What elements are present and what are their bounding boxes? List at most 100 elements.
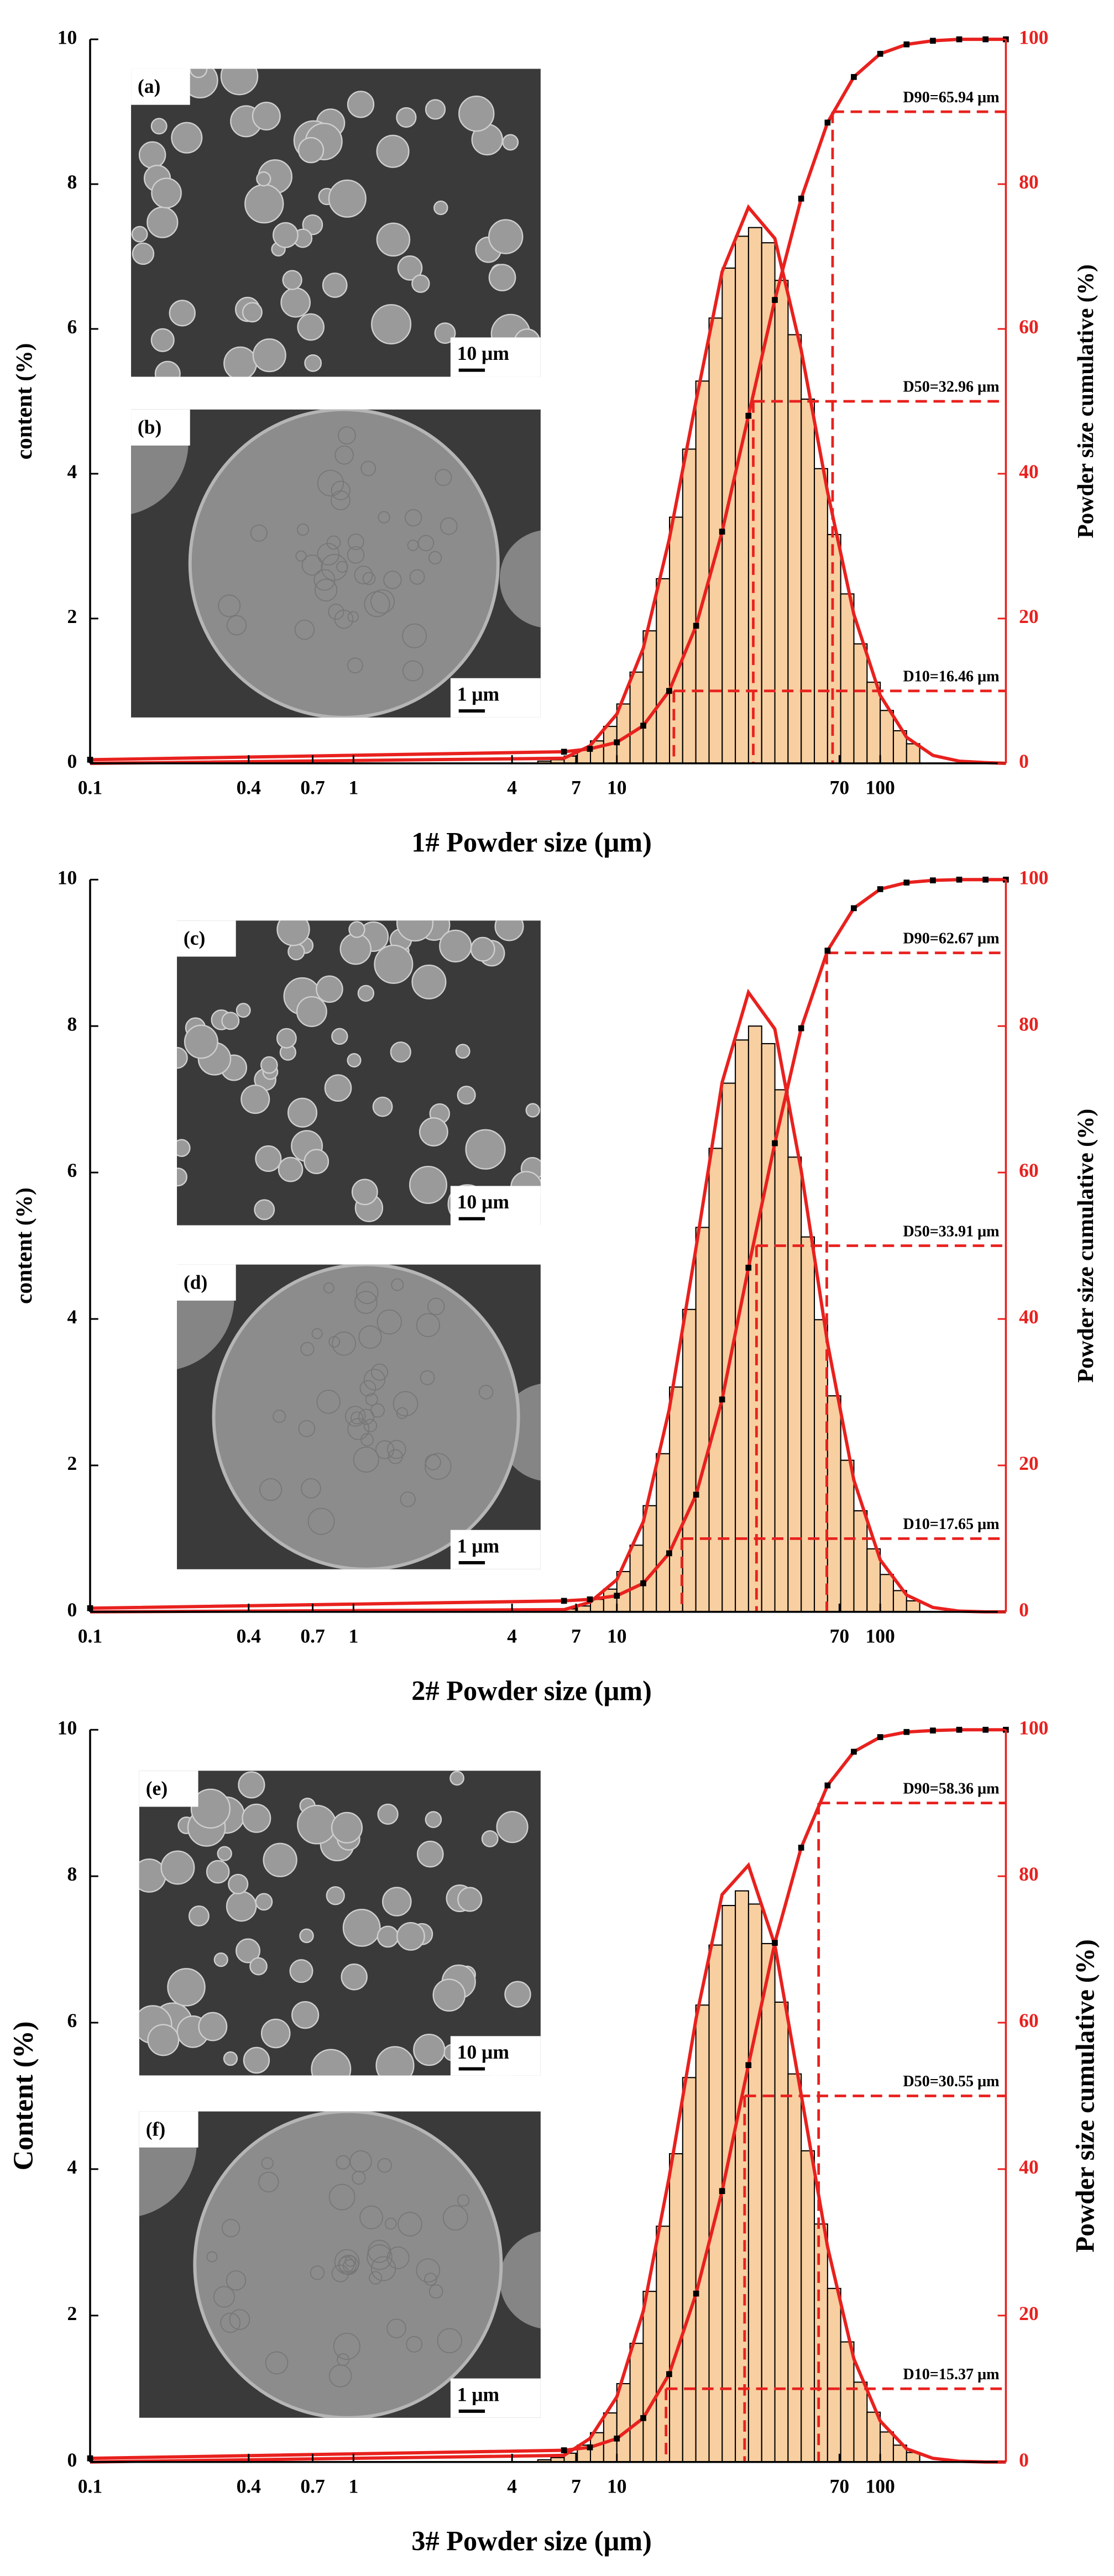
- particle: [254, 1199, 275, 1221]
- particle: [465, 1129, 506, 1170]
- marker: [772, 297, 778, 303]
- grain: [226, 2270, 247, 2291]
- grain: [352, 2170, 366, 2185]
- particle: [276, 1028, 297, 1049]
- grain: [360, 460, 376, 477]
- grain: [218, 594, 241, 617]
- particle: [169, 300, 196, 327]
- particle: [425, 99, 446, 120]
- marker: [824, 119, 831, 126]
- particle: [411, 274, 430, 293]
- bar: [906, 1600, 921, 1612]
- grain: [359, 1380, 376, 1397]
- bar: [603, 1588, 618, 1612]
- inset-label: (f): [146, 2118, 166, 2140]
- grain: [334, 445, 354, 465]
- particle: [525, 1103, 540, 1118]
- x-tick-label: 10: [607, 1625, 627, 1647]
- inset-label: (b): [138, 416, 161, 438]
- grain: [420, 1370, 435, 1385]
- inset-image: (d) 1 μm: [177, 1264, 541, 1569]
- marker: [587, 746, 593, 752]
- marker: [956, 876, 963, 883]
- bar: [787, 334, 802, 764]
- particle: [184, 1024, 218, 1059]
- bar: [853, 2381, 868, 2463]
- scale-label: 1 μm: [457, 683, 499, 705]
- y-tick-label: 6: [67, 2009, 77, 2032]
- marker: [930, 877, 936, 883]
- particle: [302, 214, 323, 235]
- grain: [409, 569, 425, 585]
- x-tick-label: 0.1: [78, 776, 102, 798]
- bar: [695, 380, 710, 764]
- y-tick-label: 10: [57, 26, 77, 48]
- grain: [273, 1410, 286, 1423]
- particle: [296, 996, 327, 1027]
- bar: [642, 2291, 657, 2463]
- particle: [425, 1811, 442, 1828]
- y-tick-label: 0: [67, 750, 77, 772]
- x-tick-label: 1: [348, 1625, 358, 1647]
- d-label: D90=65.94 μm: [903, 89, 999, 106]
- marker: [693, 1491, 699, 1498]
- marker: [982, 876, 989, 883]
- y2-tick-label: 0: [1019, 2449, 1029, 2471]
- d-label: D50=32.96 μm: [903, 379, 999, 396]
- y2-axis-label: Powder size cumulative (%): [1073, 1109, 1099, 1383]
- label-bg: [177, 1264, 236, 1301]
- y2-tick-label: 20: [1019, 605, 1039, 627]
- particle: [220, 69, 259, 96]
- bar: [642, 1505, 657, 1612]
- particle: [488, 219, 524, 254]
- particle: [470, 936, 495, 962]
- particle: [177, 1139, 191, 1157]
- sphere: [193, 2111, 503, 2418]
- grain: [376, 1309, 402, 1335]
- x-tick-label: 4: [507, 1625, 517, 1647]
- inset-label: (c): [184, 927, 205, 949]
- particle: [419, 1117, 448, 1146]
- particle: [457, 1086, 476, 1105]
- particle: [504, 1981, 531, 2008]
- grain: [347, 1418, 370, 1441]
- y-tick-label: 6: [67, 1159, 77, 1181]
- particle: [226, 1891, 257, 1922]
- grain: [213, 2286, 235, 2308]
- marker: [982, 1726, 989, 1733]
- particles: [131, 69, 541, 377]
- y-tick-label: 0: [67, 2449, 77, 2471]
- y-tick-label: 6: [67, 316, 77, 338]
- particle: [347, 1053, 362, 1068]
- marker: [561, 748, 567, 755]
- bar: [708, 1148, 723, 1612]
- x-tick-label: 100: [865, 1625, 895, 1647]
- grain: [344, 1406, 366, 1427]
- sphere: [212, 1264, 520, 1569]
- grain: [427, 1297, 445, 1316]
- y-axis-label: Content (%): [8, 2021, 39, 2170]
- marker: [666, 1550, 672, 1557]
- grain: [259, 1478, 283, 1501]
- marker: [798, 1845, 804, 1851]
- x-tick-label: 1: [348, 2475, 358, 2497]
- particle: [357, 985, 375, 1002]
- x-axis-label: 1# Powder size (μm): [411, 827, 652, 858]
- marker: [956, 1726, 963, 1733]
- grain: [295, 550, 307, 562]
- particle: [255, 1145, 282, 1172]
- marker: [903, 1729, 910, 1735]
- grain: [347, 657, 363, 674]
- bar: [801, 399, 815, 764]
- marker: [561, 2447, 567, 2453]
- bar: [761, 1043, 776, 1612]
- x-tick-label: 0.1: [78, 1625, 102, 1647]
- marker: [614, 2436, 620, 2442]
- marker: [587, 2444, 593, 2451]
- particle: [413, 2033, 446, 2066]
- bar: [735, 1890, 749, 2463]
- bar: [801, 2150, 815, 2463]
- grain: [396, 1407, 409, 1419]
- label-bg: [131, 409, 190, 446]
